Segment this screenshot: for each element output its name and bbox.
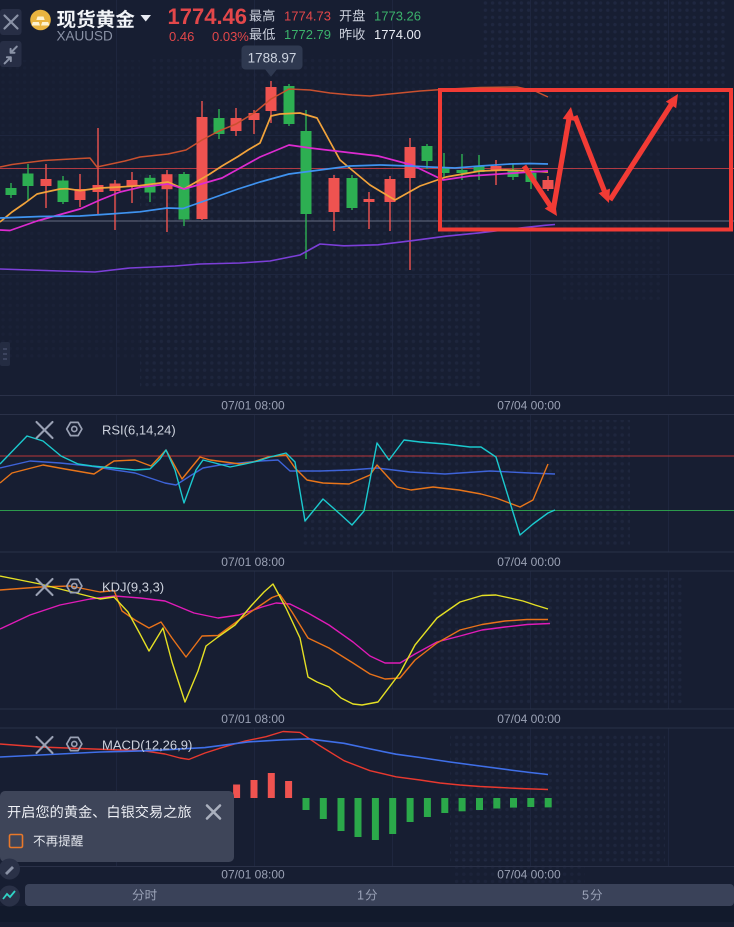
svg-text:1: 1 bbox=[357, 889, 364, 903]
svg-text:07/01 08:00: 07/01 08:00 bbox=[221, 555, 285, 569]
svg-text:07/04 00:00: 07/04 00:00 bbox=[497, 868, 561, 882]
svg-text:5: 5 bbox=[582, 889, 589, 903]
svg-text:1788.97: 1788.97 bbox=[248, 51, 297, 66]
svg-text:1774.73: 1774.73 bbox=[284, 9, 331, 24]
svg-text:07/01 08:00: 07/01 08:00 bbox=[221, 399, 285, 413]
svg-text:1772.79: 1772.79 bbox=[284, 27, 331, 42]
svg-text:07/04 00:00: 07/04 00:00 bbox=[497, 712, 561, 726]
svg-text:MACD(12,26,9): MACD(12,26,9) bbox=[102, 738, 192, 753]
svg-text:07/01 08:00: 07/01 08:00 bbox=[221, 868, 285, 882]
svg-text:1774.46: 1774.46 bbox=[168, 4, 248, 29]
svg-text:1773.26: 1773.26 bbox=[374, 9, 421, 24]
svg-text:07/01 08:00: 07/01 08:00 bbox=[221, 712, 285, 726]
svg-text:07/04 00:00: 07/04 00:00 bbox=[497, 555, 561, 569]
svg-text:07/04 00:00: 07/04 00:00 bbox=[497, 399, 561, 413]
svg-text:KDJ(9,3,3): KDJ(9,3,3) bbox=[102, 580, 164, 595]
svg-text:XAUUSD: XAUUSD bbox=[57, 29, 114, 44]
svg-text:0.46: 0.46 bbox=[169, 29, 194, 44]
svg-text:RSI(6,14,24): RSI(6,14,24) bbox=[102, 423, 176, 438]
svg-text:1774.00: 1774.00 bbox=[374, 27, 421, 42]
svg-text:0.03%: 0.03% bbox=[212, 29, 249, 44]
